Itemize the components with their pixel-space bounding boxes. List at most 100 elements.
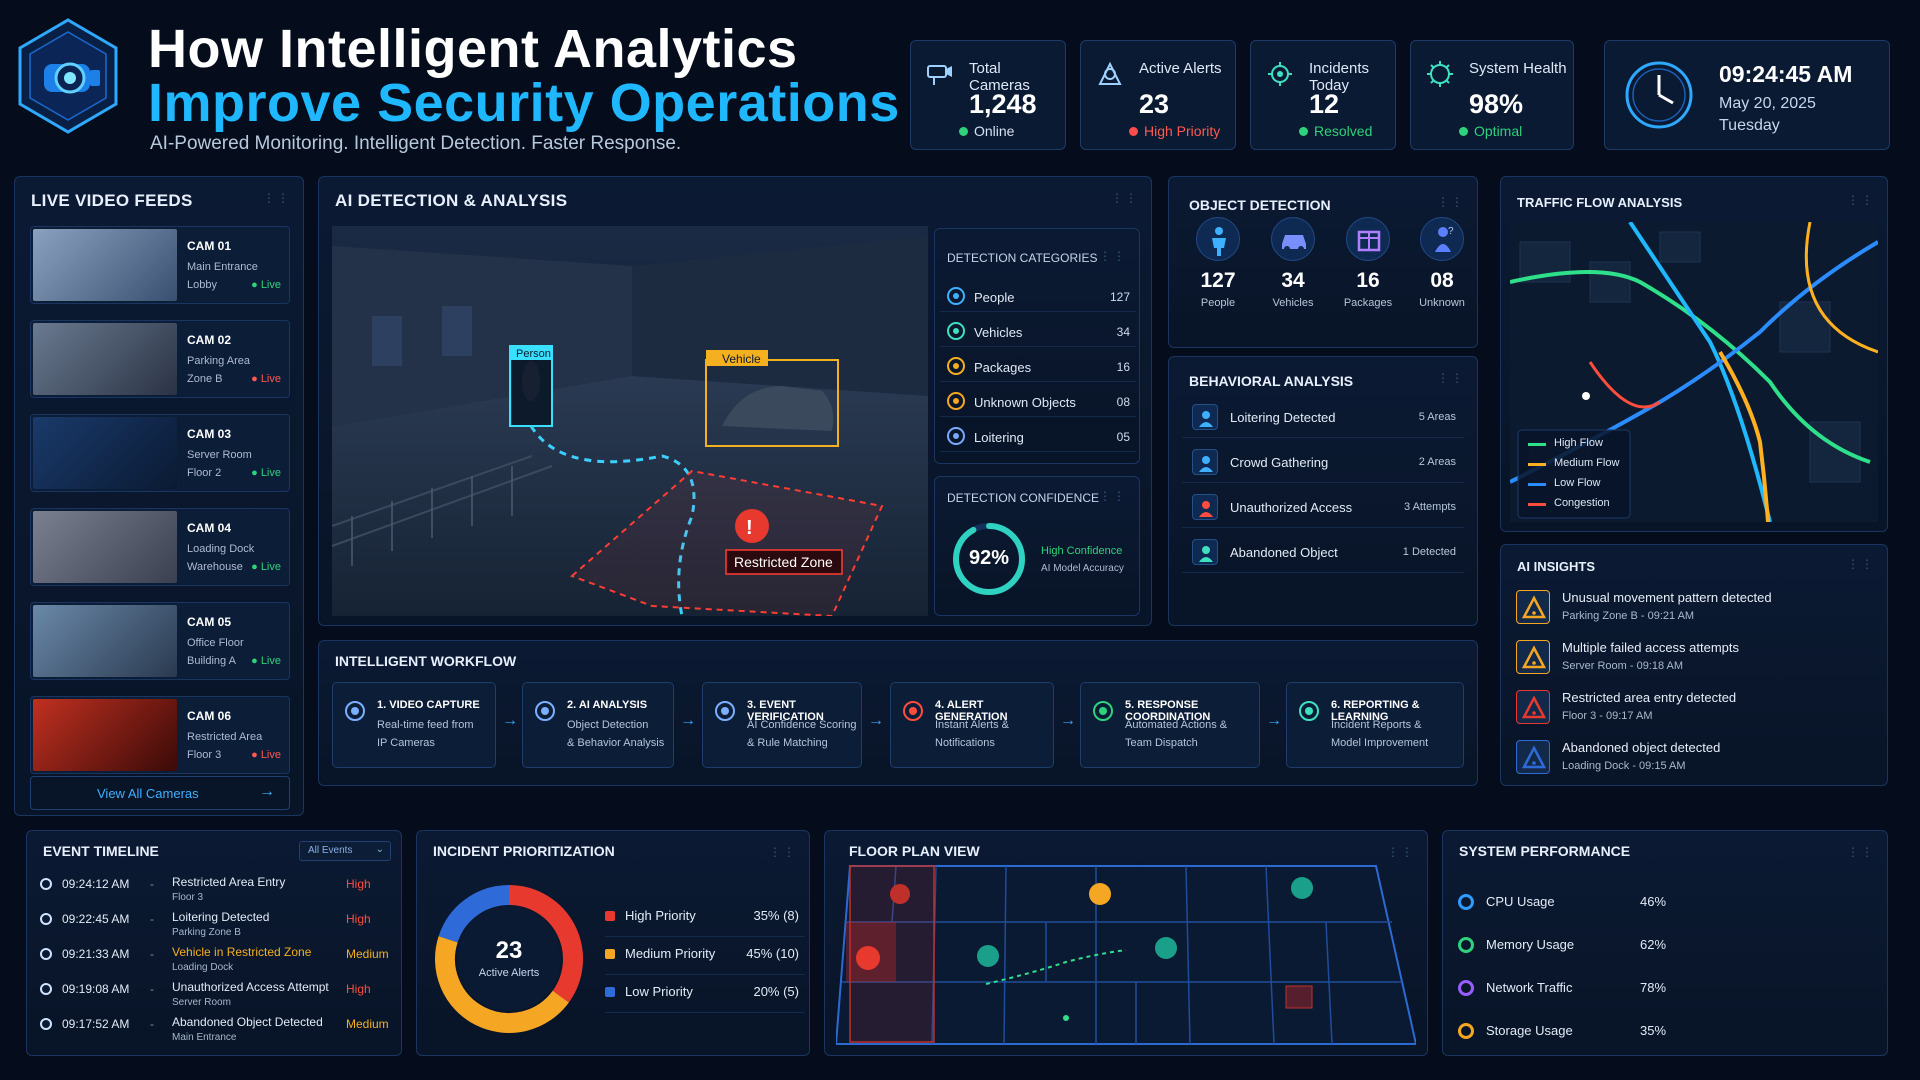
live-status: ● Live bbox=[251, 373, 281, 385]
more-icon[interactable]: ⋮⋮ bbox=[1437, 195, 1465, 209]
incident-prioritization-panel: INCIDENT PRIORITIZATION ⋮⋮ 23 Active Ale… bbox=[416, 830, 810, 1056]
camera-feed-item[interactable]: CAM 04 Loading Dock Warehouse ● Live bbox=[30, 508, 290, 586]
behavior-row[interactable]: Unauthorized Access 3 Attempts bbox=[1182, 488, 1464, 528]
camera-feed-item[interactable]: CAM 01 Main Entrance Lobby ● Live bbox=[30, 226, 290, 304]
more-icon[interactable]: ⋮⋮ bbox=[263, 191, 291, 205]
camera-name: CAM 01 bbox=[187, 239, 232, 253]
event-filter-select[interactable]: All Events ⌄ bbox=[299, 841, 391, 861]
detection-category-row[interactable]: Vehicles 34 bbox=[940, 317, 1136, 347]
camera-marker-icon[interactable] bbox=[1291, 877, 1313, 899]
camera-marker-icon[interactable] bbox=[1089, 883, 1111, 905]
timeline-event[interactable]: 09:24:12 AM - Restricted Area Entry Floor 3… bbox=[38, 874, 398, 910]
insight-item[interactable]: Multiple failed access attempts Server Ro… bbox=[1516, 636, 1876, 686]
detection-category-row[interactable]: Unknown Objects 08 bbox=[940, 387, 1136, 417]
arrow-right-icon: → bbox=[1266, 712, 1282, 729]
object-count-vehicles: 34 Vehicles bbox=[1258, 217, 1328, 309]
insight-item[interactable]: Abandoned object detected Loading Dock - … bbox=[1516, 736, 1876, 786]
object-count-people: 127 People bbox=[1183, 217, 1253, 309]
camera-thumbnail[interactable] bbox=[33, 323, 177, 395]
more-icon[interactable]: ⋮⋮ bbox=[1111, 191, 1139, 205]
more-icon[interactable]: ⋮⋮ bbox=[1847, 557, 1875, 571]
more-icon[interactable]: ⋮⋮ bbox=[1387, 845, 1415, 859]
view-all-cameras-button[interactable]: View All Cameras → bbox=[30, 776, 290, 810]
workflow-step[interactable]: 4. ALERT GENERATION Instant Alerts & Notif… bbox=[890, 682, 1054, 768]
more-icon[interactable]: ⋮⋮ bbox=[1099, 489, 1127, 503]
more-icon[interactable]: ⋮⋮ bbox=[769, 845, 797, 859]
behavior-row[interactable]: Abandoned Object 1 Detected bbox=[1182, 533, 1464, 573]
timeline-dot-icon bbox=[40, 913, 52, 925]
behavioral-analysis-panel: BEHAVIORAL ANALYSIS ⋮⋮ bbox=[1168, 356, 1478, 626]
detection-scene-view[interactable]: Person Vehicle ! Restricted Zone bbox=[332, 226, 928, 616]
insight-item[interactable]: Restricted area entry detected Floor 3 - … bbox=[1516, 686, 1876, 736]
workflow-step[interactable]: 3. EVENT VERIFICATION AI Confidence Scori… bbox=[702, 682, 862, 768]
camera-marker-icon[interactable] bbox=[1155, 937, 1177, 959]
detection-confidence-card: DETECTION CONFIDENCE ⋮⋮ 92% High Confide… bbox=[934, 476, 1140, 616]
behavior-row[interactable]: Loitering Detected 5 Areas bbox=[1182, 398, 1464, 438]
insight-item[interactable]: Unusual movement pattern detected Parking… bbox=[1516, 586, 1876, 636]
timeline-event[interactable]: 09:19:08 AM - Unauthorized Access Attempt S… bbox=[38, 979, 398, 1015]
stat-card-total-cameras[interactable]: Total Cameras 1,248 Online bbox=[910, 40, 1066, 150]
category-name: Loitering bbox=[974, 430, 1024, 445]
detection-category-row[interactable]: People 127 bbox=[940, 282, 1136, 312]
more-icon[interactable]: ⋮⋮ bbox=[1847, 845, 1875, 859]
floor-plan-map[interactable] bbox=[836, 862, 1416, 1048]
workflow-step[interactable]: 2. AI ANALYSIS Object Detection & Behavior… bbox=[522, 682, 674, 768]
priority-swatch bbox=[605, 949, 615, 959]
camera-feed-item[interactable]: CAM 03 Server Room Floor 2 ● Live bbox=[30, 414, 290, 492]
confidence-gauge bbox=[953, 523, 1025, 595]
metric-name: Storage Usage bbox=[1486, 1023, 1573, 1038]
performance-row[interactable]: Memory Usage 62% bbox=[1458, 929, 1878, 973]
priority-value: 45% (10) bbox=[746, 946, 799, 961]
camera-thumbnail[interactable] bbox=[33, 699, 177, 771]
stat-card-incidents-today[interactable]: Incidents Today 12 Resolved bbox=[1250, 40, 1396, 150]
workflow-step[interactable]: 5. RESPONSE COORDINATION Automated Action… bbox=[1080, 682, 1260, 768]
alert-marker-icon[interactable] bbox=[890, 884, 910, 904]
camera-thumbnail[interactable] bbox=[33, 417, 177, 489]
more-icon[interactable]: ⋮⋮ bbox=[1847, 193, 1875, 207]
priority-legend-row[interactable]: Low Priority 20% (5) bbox=[605, 975, 805, 1013]
detection-category-row[interactable]: Loitering 05 bbox=[940, 422, 1136, 452]
traffic-flow-map[interactable] bbox=[1510, 222, 1878, 522]
more-icon[interactable]: ⋮⋮ bbox=[1437, 371, 1465, 385]
timeline-event[interactable]: 09:22:45 AM - Loitering Detected Parking Zo… bbox=[38, 909, 398, 945]
alert-marker-icon[interactable] bbox=[856, 946, 880, 970]
timeline-event[interactable]: 09:17:52 AM - Abandoned Object Detected Mai… bbox=[38, 1014, 398, 1050]
camera-thumbnail[interactable] bbox=[33, 229, 177, 301]
priority-legend-row[interactable]: High Priority 35% (8) bbox=[605, 899, 805, 937]
package-icon bbox=[946, 356, 966, 376]
stat-status: Optimal bbox=[1459, 123, 1522, 139]
performance-row[interactable]: Network Traffic 78% bbox=[1458, 972, 1878, 1016]
stat-card-active-alerts[interactable]: Active Alerts 23 High Priority bbox=[1080, 40, 1236, 150]
alert-generation-icon bbox=[901, 699, 925, 723]
workflow-step[interactable]: 1. VIDEO CAPTURE Real-time feed from IP Ca… bbox=[332, 682, 496, 768]
live-status: ● Live bbox=[251, 467, 281, 479]
camera-thumbnail[interactable] bbox=[33, 511, 177, 583]
loitering-icon bbox=[1192, 404, 1218, 430]
metric-name: Memory Usage bbox=[1486, 937, 1575, 952]
camera-thumbnail[interactable] bbox=[33, 605, 177, 677]
alert-zone-icon[interactable] bbox=[1285, 985, 1313, 1009]
detection-category-row[interactable]: Packages 16 bbox=[940, 352, 1136, 382]
workflow-step-desc: & Behavior Analysis bbox=[567, 737, 665, 749]
priority-legend-row[interactable]: Medium Priority 45% (10) bbox=[605, 937, 805, 975]
category-value: 05 bbox=[1116, 430, 1130, 444]
camera-feed-item[interactable]: CAM 06 Restricted Area Floor 3 ● Live bbox=[30, 696, 290, 774]
timeline-event[interactable]: 09:21:33 AM - Vehicle in Restricted Zone Lo… bbox=[38, 944, 398, 980]
performance-row[interactable]: CPU Usage 46% bbox=[1458, 886, 1878, 930]
legend-label: Medium Flow bbox=[1554, 457, 1620, 469]
stat-card-system-health[interactable]: System Health 98% Optimal bbox=[1410, 40, 1574, 150]
confidence-value: 92% bbox=[968, 547, 1010, 569]
performance-row[interactable]: Storage Usage 35% bbox=[1458, 1015, 1878, 1059]
camera-marker-icon[interactable] bbox=[977, 945, 999, 967]
more-icon[interactable]: ⋮⋮ bbox=[1099, 249, 1127, 263]
workflow-step[interactable]: 6. REPORTING & LEARNING Incident Reports … bbox=[1286, 682, 1464, 768]
failed-access-icon bbox=[1516, 640, 1550, 674]
camera-feed-item[interactable]: CAM 02 Parking Area Zone B ● Live bbox=[30, 320, 290, 398]
live-status-label: Live bbox=[260, 373, 281, 385]
donut-slice bbox=[508, 885, 583, 1003]
legend-swatch bbox=[1528, 483, 1546, 486]
clock-day: Tuesday bbox=[1719, 117, 1780, 134]
camera-feed-item[interactable]: CAM 05 Office Floor Building A ● Live bbox=[30, 602, 290, 680]
event-location: Server Room bbox=[172, 997, 231, 1008]
behavior-row[interactable]: Crowd Gathering 2 Areas bbox=[1182, 443, 1464, 483]
